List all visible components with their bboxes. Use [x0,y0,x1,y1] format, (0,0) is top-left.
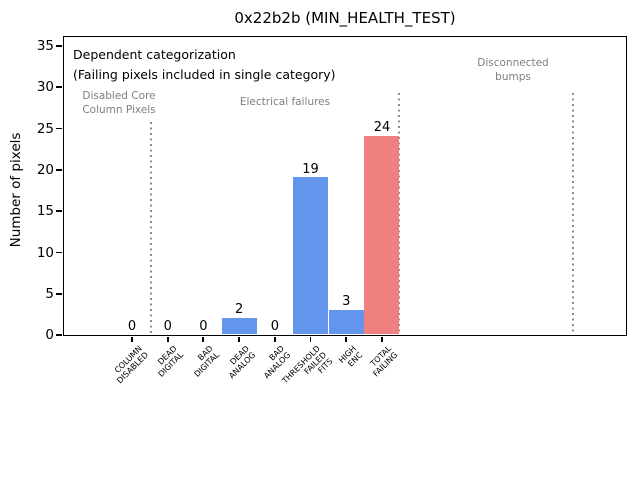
bar-total-failing [364,136,400,335]
region-label-electrical-failures: Electrical failures [239,96,331,108]
x-tick-label-column-disabled: COLUMN DISABLED [112,344,150,386]
bar-value-label: 19 [302,161,319,177]
x-tick-label-dead-analog: DEAD ANALOG [226,344,257,381]
y-tick-mark [56,168,62,171]
y-tick-label: 25 [36,120,54,137]
region-label-disconnected: Disconnected bumps [477,57,549,83]
y-axis-label: Number of pixels [8,132,24,248]
bar-threshold-failed-fits [293,177,329,335]
annotation-failing-pixels-note: (Failing pixels included in single categ… [73,67,336,82]
bar-high-enc [328,309,364,335]
y-tick-label: 5 [45,285,54,302]
x-tick-mark [273,337,276,342]
y-tick-mark [56,292,62,295]
y-tick-label: 35 [36,38,54,54]
y-tick-label: 15 [36,203,54,220]
x-tick-mark [202,337,205,342]
region-label-disabled-core: Disabled Core Column Pixels [82,90,156,116]
category-separator-line [572,93,574,334]
plot-border [63,36,627,336]
bar-value-label: 2 [234,301,244,317]
y-tick-mark [56,86,62,89]
bar-value-label: 0 [163,319,172,334]
x-tick-mark [131,337,133,342]
y-tick-mark [56,251,62,254]
bar-value-label: 0 [199,319,208,334]
x-tick-mark [380,337,383,342]
x-tick-label-dead-digital: DEAD DIGITAL [156,344,186,379]
annotation-dependent-categorization: Dependent categorization [73,47,236,62]
plot-area: 0 0 0 2 0 19 3 24 Dependent categorization (Fai… [63,36,627,336]
y-tick-mark [56,334,62,336]
x-tick-mark [345,337,348,342]
y-tick-mark [56,45,62,47]
category-separator-line [150,122,152,334]
x-tick-mark [238,337,240,342]
bar-dead-analog [221,317,257,335]
bar-value-label: 24 [373,120,391,136]
y-tick-label: 0 [45,327,54,344]
y-tick-label: 30 [36,79,54,96]
x-tick-label-bad-digital: BAD DIGITAL [192,344,222,379]
x-tick-label-high-enc: HIGH ENC [336,344,364,369]
y-tick-label: 20 [36,161,54,178]
y-tick-mark [56,210,62,212]
x-tick-mark [166,337,169,342]
y-tick-label: 10 [36,244,54,261]
y-tick-mark [56,127,62,130]
chart-title: 0x22b2b (MIN_HEALTH_TEST) [234,9,456,27]
bar-value-label: 0 [127,319,137,334]
x-tick-label-total-failing: TOTAL FAILING [369,344,400,379]
bar-value-label: 3 [342,293,351,309]
bar-value-label: 0 [270,319,279,334]
x-tick-mark [309,337,312,342]
